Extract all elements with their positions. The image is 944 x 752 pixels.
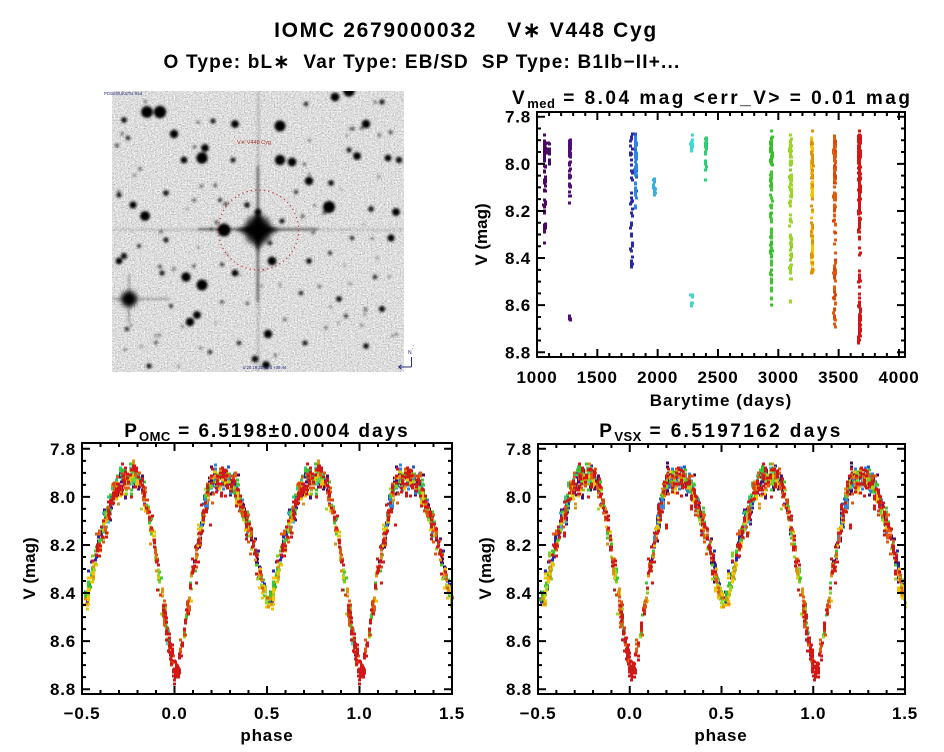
- svg-text:8.2: 8.2: [50, 536, 76, 555]
- svg-text:8.6: 8.6: [505, 296, 531, 315]
- svg-text:7.8: 7.8: [505, 108, 531, 127]
- svg-text:V (mag): V (mag): [476, 537, 495, 599]
- svg-text:.': .': [412, 345, 414, 351]
- svg-text:phase: phase: [240, 726, 293, 745]
- svg-text:POMC = 6.5198±0.0004 days: POMC = 6.5198±0.0004 days: [124, 421, 409, 444]
- svg-text:8.4: 8.4: [505, 249, 531, 268]
- svg-text:1500: 1500: [577, 368, 618, 387]
- svg-text:8.0: 8.0: [506, 488, 532, 507]
- svg-text:0.5: 0.5: [254, 704, 280, 723]
- svg-text:POSSII/UKSTU Red: POSSII/UKSTU Red: [104, 91, 143, 96]
- svg-text:1000: 1000: [516, 368, 557, 387]
- svg-text:1.5: 1.5: [892, 704, 918, 723]
- svg-text:O Type: bL∗ Var Type: EB/SD: O Type: bL∗ Var Type: EB/SD SP Type: B1I…: [164, 52, 681, 73]
- svg-text:1.5: 1.5: [439, 704, 465, 723]
- svg-text:0.0: 0.0: [161, 704, 187, 723]
- svg-text:3000: 3000: [758, 368, 799, 387]
- svg-text:8.4: 8.4: [50, 584, 76, 603]
- svg-text:8.8: 8.8: [505, 343, 531, 362]
- svg-text:PVSX = 6.5197162 days: PVSX = 6.5197162 days: [599, 421, 842, 444]
- svg-text:2500: 2500: [697, 368, 738, 387]
- svg-text:α 20 19 32.42 δ +38 44: α 20 19 32.42 δ +38 44: [243, 365, 287, 370]
- svg-text:0.5: 0.5: [708, 704, 734, 723]
- svg-text:−0.5: −0.5: [520, 704, 557, 723]
- svg-text:7.8: 7.8: [506, 440, 532, 459]
- svg-text:Barytime (days): Barytime (days): [650, 391, 793, 410]
- svg-text:phase: phase: [694, 726, 747, 745]
- svg-text:N: N: [408, 350, 412, 356]
- svg-text:8.2: 8.2: [505, 202, 531, 221]
- svg-text:8.0: 8.0: [50, 488, 76, 507]
- svg-text:Vmed = 8.04 mag <err_V> = 0.01: Vmed = 8.04 mag <err_V> = 0.01 mag: [512, 88, 912, 111]
- svg-text:8.8: 8.8: [506, 680, 532, 699]
- svg-text:8.6: 8.6: [50, 632, 76, 651]
- svg-text:3500: 3500: [818, 368, 859, 387]
- svg-text:0.0: 0.0: [617, 704, 643, 723]
- svg-text:7.8: 7.8: [50, 440, 76, 459]
- svg-text:8.4: 8.4: [506, 584, 532, 603]
- svg-text:8.8: 8.8: [50, 680, 76, 699]
- svg-text:4000: 4000: [878, 368, 919, 387]
- svg-text:8.2: 8.2: [506, 536, 532, 555]
- svg-text:V (mag): V (mag): [20, 537, 39, 599]
- svg-text:2000: 2000: [637, 368, 678, 387]
- svg-text:IOMC 2679000032 V∗ V448 Cyg: IOMC 2679000032 V∗ V448 Cyg: [274, 19, 658, 42]
- svg-text:1.0: 1.0: [800, 704, 826, 723]
- svg-text:V (mag): V (mag): [472, 203, 491, 265]
- svg-text:8.0: 8.0: [505, 155, 531, 174]
- svg-text:8.6: 8.6: [506, 632, 532, 651]
- svg-text:V∗ V448 Cyg: V∗ V448 Cyg: [237, 140, 271, 146]
- svg-text:1.0: 1.0: [346, 704, 372, 723]
- svg-text:−0.5: −0.5: [64, 704, 101, 723]
